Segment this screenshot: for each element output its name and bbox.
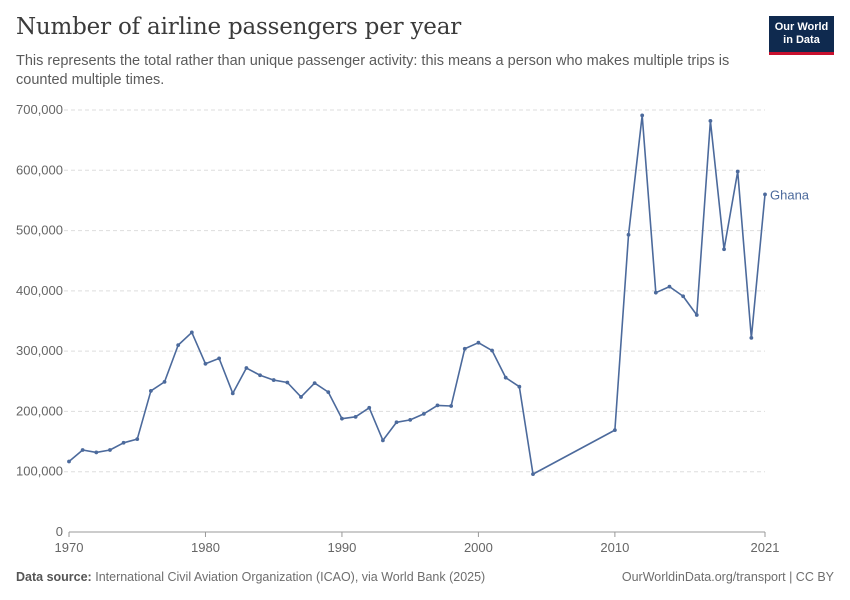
y-tick-label: 0 bbox=[56, 524, 63, 539]
x-tick-label: 1980 bbox=[191, 540, 220, 555]
tick-labels: 0 100,000 200,000 300,000 400,000 500,000 600,… bbox=[16, 102, 810, 555]
data-point bbox=[271, 378, 276, 382]
chart-subtitle: This represents the total rather than un… bbox=[16, 53, 730, 88]
data-point bbox=[421, 411, 426, 416]
owid-logo[interactable]: Our World in Data bbox=[769, 16, 834, 55]
axes bbox=[68, 531, 766, 537]
series-label: Ghana bbox=[770, 187, 810, 202]
data-point bbox=[162, 379, 167, 384]
y-tick-label: 500,000 bbox=[16, 223, 63, 238]
data-point bbox=[749, 335, 754, 340]
y-tick-label: 100,000 bbox=[16, 464, 63, 479]
grid-lines bbox=[64, 109, 765, 473]
data-point bbox=[148, 389, 153, 393]
data-point bbox=[517, 384, 522, 389]
data-point bbox=[667, 284, 672, 289]
data-point bbox=[763, 192, 767, 197]
data-point bbox=[230, 391, 235, 396]
data-point bbox=[449, 404, 454, 408]
data-point bbox=[462, 346, 467, 351]
data-point bbox=[612, 428, 617, 433]
data-point bbox=[121, 440, 126, 445]
x-tick-label: 1970 bbox=[55, 540, 84, 555]
data-point bbox=[94, 450, 99, 455]
series-line-ghana bbox=[68, 114, 766, 475]
data-point bbox=[708, 118, 713, 123]
logo-line-1: Our World bbox=[774, 21, 829, 33]
data-point bbox=[435, 403, 440, 408]
x-tick-label: 1990 bbox=[327, 540, 356, 555]
data-point bbox=[67, 459, 71, 464]
source-label: Data source: bbox=[16, 570, 92, 584]
data-point bbox=[476, 340, 481, 345]
data-point bbox=[681, 294, 686, 299]
y-tick-label: 600,000 bbox=[16, 162, 63, 177]
y-tick-label: 300,000 bbox=[16, 343, 63, 358]
x-tick-label: 2010 bbox=[600, 540, 629, 555]
data-point bbox=[531, 472, 535, 477]
data-point bbox=[353, 414, 358, 419]
data-point bbox=[244, 366, 249, 370]
data-point bbox=[503, 375, 508, 380]
y-tick-label: 200,000 bbox=[16, 403, 63, 418]
footer-source: Data source: International Civil Aviatio… bbox=[16, 570, 485, 584]
data-point bbox=[326, 390, 331, 395]
logo-line-2: in Data bbox=[783, 34, 820, 46]
data-point bbox=[394, 420, 399, 425]
y-tick-label: 700,000 bbox=[16, 102, 63, 117]
data-point bbox=[626, 232, 631, 237]
data-point bbox=[258, 373, 262, 378]
y-tick-label: 400,000 bbox=[16, 283, 63, 298]
data-point bbox=[217, 356, 222, 361]
data-point bbox=[176, 343, 181, 348]
data-point bbox=[285, 380, 290, 385]
data-point bbox=[340, 416, 344, 421]
data-point bbox=[135, 437, 140, 442]
x-tick-label: 2000 bbox=[464, 540, 493, 555]
data-point bbox=[108, 448, 112, 452]
data-point bbox=[653, 290, 658, 295]
data-point bbox=[312, 381, 317, 385]
data-point bbox=[735, 169, 740, 174]
data-point bbox=[203, 361, 208, 366]
x-tick-label: 2021 bbox=[751, 540, 780, 555]
data-point bbox=[490, 348, 494, 353]
series-layer bbox=[67, 113, 767, 477]
data-point bbox=[722, 247, 726, 252]
data-point bbox=[380, 438, 385, 443]
data-point bbox=[299, 395, 303, 399]
data-point bbox=[694, 313, 699, 317]
chart-title: Number of airline passengers per year bbox=[16, 14, 462, 40]
data-point bbox=[189, 330, 194, 335]
data-point bbox=[367, 405, 372, 410]
source-text[interactable]: International Civil Aviation Organizatio… bbox=[95, 570, 486, 584]
data-point bbox=[640, 113, 645, 118]
data-point bbox=[408, 417, 413, 422]
data-point bbox=[80, 448, 85, 452]
footer-link[interactable]: OurWorldinData.org/transport | CC BY bbox=[621, 570, 834, 584]
